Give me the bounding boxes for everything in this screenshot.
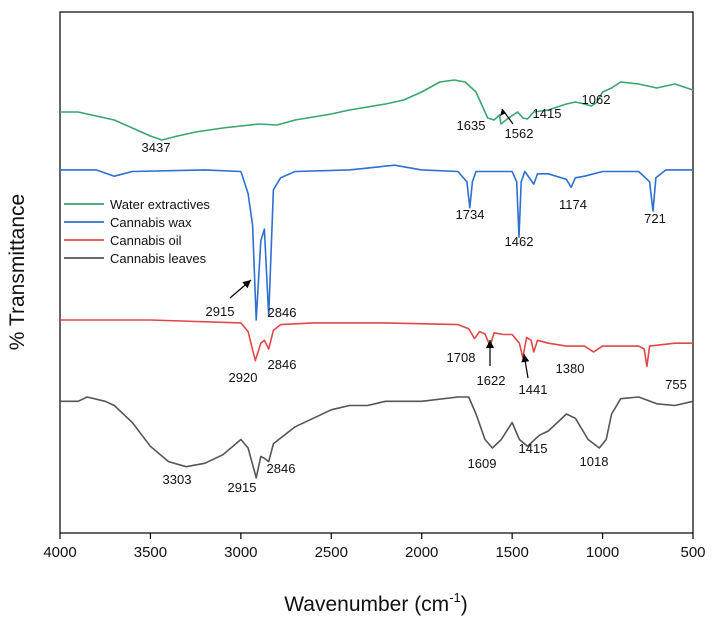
peak-label-721-10: 721 bbox=[644, 211, 666, 226]
peak-annotations: 3437 1635 1562 1415 1062 2915 2846 1734 1462 1174… bbox=[142, 92, 687, 495]
x-tick-label-2000: 2000 bbox=[405, 544, 438, 561]
peak-label-1415-3: 1415 bbox=[533, 106, 562, 121]
x-tick-label-2500: 2500 bbox=[315, 544, 348, 561]
x-axis: 4000 3500 3000 2500 2000 1500 1000 500 bbox=[43, 533, 706, 561]
plot-frame bbox=[59, 11, 694, 534]
peak-label-3437-0: 3437 bbox=[142, 140, 171, 155]
x-axis-title: Wavenumber (cm-1) bbox=[284, 590, 468, 616]
annotation-arrowhead-2915-5 bbox=[242, 280, 251, 289]
peak-label-1062-4: 1062 bbox=[582, 92, 611, 107]
y-axis-title: % Transmittance bbox=[6, 194, 29, 350]
peak-label-3303-18: 3303 bbox=[163, 472, 192, 487]
x-axis-title-sup: -1 bbox=[449, 590, 461, 605]
x-tick-label-3000: 3000 bbox=[224, 544, 257, 561]
legend-label-cannabis-leaves: Cannabis leaves bbox=[110, 251, 207, 266]
peak-label-1415-22: 1415 bbox=[519, 441, 548, 456]
peak-label-1380-16: 1380 bbox=[556, 361, 585, 376]
x-tick-label-3500: 3500 bbox=[134, 544, 167, 561]
x-tick-label-500: 500 bbox=[680, 544, 705, 561]
peak-label-2915-19: 2915 bbox=[228, 480, 257, 495]
legend-label-cannabis-oil: Cannabis oil bbox=[110, 233, 182, 248]
peak-label-2920-11: 2920 bbox=[229, 370, 258, 385]
peak-label-2915-5: 2915 bbox=[206, 304, 235, 319]
annotation-arrowhead-1562 bbox=[500, 109, 506, 116]
peak-label-1734-7: 1734 bbox=[456, 207, 485, 222]
series-line-cannabis-leaves bbox=[60, 396, 694, 479]
peak-label-755-17: 755 bbox=[665, 377, 687, 392]
x-tick-label-1500: 1500 bbox=[495, 544, 528, 561]
x-axis-title-main: Wavenumber (cm bbox=[284, 593, 449, 616]
series-line-water-extractives bbox=[60, 79, 694, 141]
peak-label-1441-15: 1441 bbox=[519, 382, 548, 397]
x-tick-label-1000: 1000 bbox=[586, 544, 619, 561]
peak-label-2846-12: 2846 bbox=[268, 357, 297, 372]
annotation-arrowhead-1441-15 bbox=[521, 354, 530, 363]
x-tick-label-4000: 4000 bbox=[43, 544, 76, 561]
x-axis-title-close: ) bbox=[461, 593, 468, 616]
series-line-cannabis-wax bbox=[60, 164, 693, 321]
peak-label-1609-21: 1609 bbox=[468, 456, 497, 471]
peak-label-1635-1: 1635 bbox=[457, 118, 486, 133]
legend: Water extractives Cannabis wax Cannabis oi… bbox=[64, 197, 210, 266]
annotation-arrowhead-1622-14 bbox=[486, 340, 494, 348]
peak-label-1622-14: 1622 bbox=[477, 373, 506, 388]
peak-label-1462-8: 1462 bbox=[505, 234, 534, 249]
peak-label-1018-23: 1018 bbox=[580, 454, 609, 469]
series-line-cannabis-oil bbox=[60, 319, 693, 368]
peak-label-1174-9: 1174 bbox=[559, 197, 587, 212]
peak-label-1562-2: 1562 bbox=[505, 126, 534, 141]
peak-label-1708-13: 1708 bbox=[447, 350, 476, 365]
peak-label-2846-20: 2846 bbox=[267, 461, 296, 476]
legend-label-cannabis-wax: Cannabis wax bbox=[110, 215, 192, 230]
legend-label-water-extractives: Water extractives bbox=[110, 197, 210, 212]
peak-label-2846-6: 2846 bbox=[268, 305, 297, 320]
series-layer bbox=[60, 79, 694, 479]
